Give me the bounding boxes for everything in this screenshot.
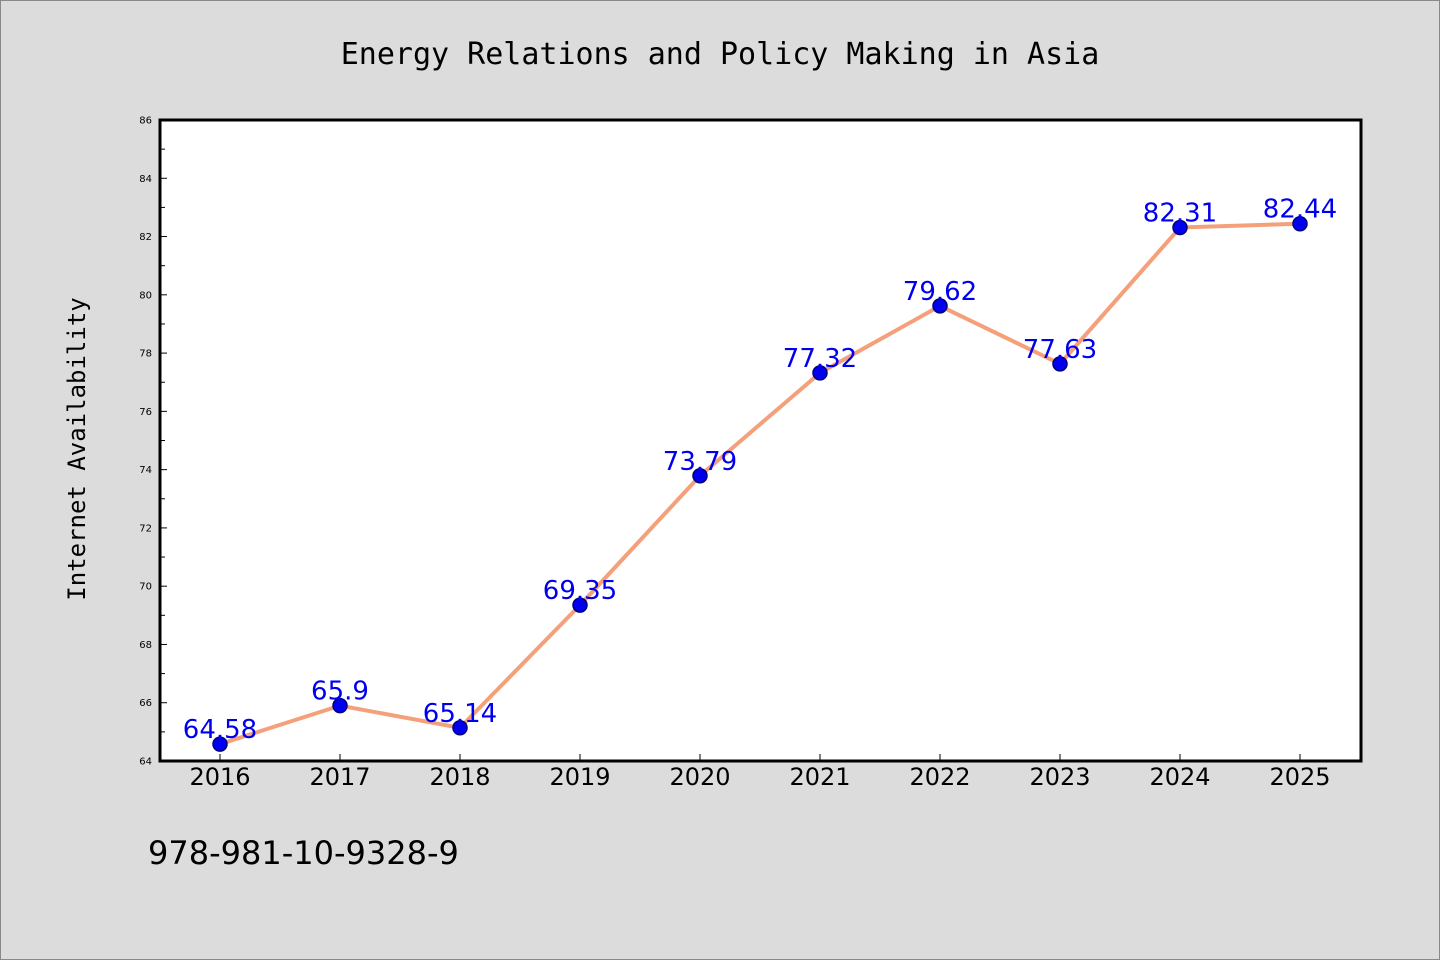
data-label: 82.44 [1263,195,1337,225]
x-tick-label: 2019 [549,763,610,791]
x-tick-label: 2024 [1149,763,1210,791]
data-label: 65.9 [311,677,369,707]
plot-area [158,118,1363,763]
data-label: 82.31 [1143,199,1217,229]
y-tick-label: 80 [139,290,152,301]
x-tick-label: 2022 [909,763,970,791]
y-tick-label: 84 [139,174,152,185]
x-axis: 2016 2017 2018 2019 2020 2021 2022 2023 2024 2025 [189,754,1331,791]
x-tick-label: 2020 [669,763,730,791]
series-group [212,215,1308,752]
y-axis: 64 66 68 70 72 74 76 78 80 82 84 86 [139,116,167,768]
data-point [1172,219,1188,236]
x-tick-label: 2018 [429,763,490,791]
y-tick-label: 82 [139,232,152,243]
y-axis-label: Internet Availability [63,297,91,600]
y-tick-label: 68 [139,640,152,651]
data-point [932,298,948,314]
chart-title: Energy Relations and Policy Making in As… [341,37,1100,72]
y-tick-label: 78 [139,349,152,360]
y-tick-label: 64 [139,757,152,768]
data-point [1292,215,1308,232]
x-tick-label: 2023 [1029,763,1090,791]
data-label: 77.63 [1023,335,1097,365]
data-label-group: 64.58 65.9 65.14 69.35 73.79 77.32 79.62 77.63 8… [183,195,1337,745]
x-tick-label: 2025 [1269,763,1330,791]
data-label: 73.79 [663,447,737,477]
data-point [212,736,228,752]
y-tick-label: 66 [139,698,152,709]
data-point [452,720,468,736]
y-tick-label: 70 [139,582,152,593]
data-point [332,697,348,714]
x-tick-label: 2021 [789,763,850,791]
data-label: 65.14 [423,699,497,729]
data-label: 79.62 [903,277,977,307]
x-tick-label: 2017 [309,763,370,791]
data-point [572,597,588,613]
y-tick-label: 86 [139,116,152,127]
data-point [812,365,828,381]
data-label: 77.32 [783,344,857,374]
y-tick-label: 74 [139,465,152,476]
x-tick-label: 2016 [189,763,250,791]
data-point [1052,356,1068,372]
y-tick-label: 76 [139,407,152,418]
y-tick-label: 72 [139,523,152,534]
data-point [692,468,708,484]
series-line [218,221,1302,747]
data-label: 69.35 [543,576,617,606]
data-label: 64.58 [183,715,257,745]
isbn-annotation: 978-981-10-9328-9 [148,834,459,872]
